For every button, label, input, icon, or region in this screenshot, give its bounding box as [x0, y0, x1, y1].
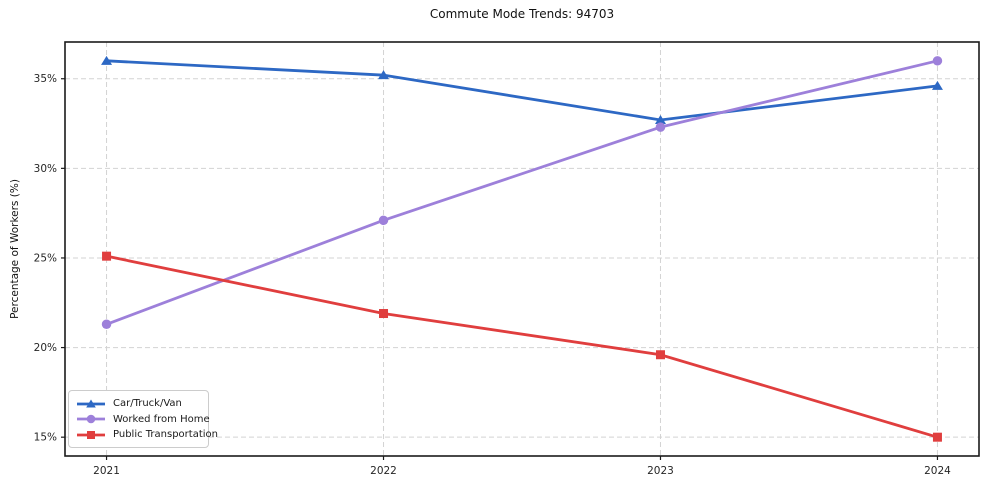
- legend-swatch-worked-from-home: [77, 414, 105, 424]
- legend-swatch-car-truck-van: [77, 399, 105, 407]
- legend-swatch-public-transportation: [77, 430, 105, 439]
- square-marker-icon: [87, 430, 95, 439]
- series-line: [105, 254, 939, 439]
- y-tick-label: 15%: [34, 432, 57, 444]
- data-point-marker: [931, 80, 943, 90]
- data-point-marker: [379, 309, 389, 319]
- data-point-marker: [102, 251, 112, 261]
- x-tick-label: 2024: [924, 465, 951, 477]
- data-point-marker: [932, 432, 942, 442]
- legend-item-car-truck-van: Car/Truck/Van: [76, 396, 202, 411]
- legend-label: Public Transportation: [113, 429, 218, 440]
- legend-label: Worked from Home: [113, 413, 210, 425]
- legend-item-worked-from-home: Worked from Home: [76, 412, 210, 427]
- chart-title: Commute Mode Trends: 94703: [429, 7, 615, 21]
- circle-marker-icon: [86, 414, 96, 424]
- triangle-marker-icon: [86, 399, 96, 407]
- series-line: [105, 59, 939, 122]
- data-point-marker: [654, 114, 666, 124]
- x-tick-label: 2021: [93, 465, 120, 477]
- y-tick-label: 20%: [34, 342, 57, 354]
- x-tick-label: 2023: [647, 465, 674, 477]
- data-point-marker: [378, 215, 389, 226]
- y-tick-label: 35%: [34, 73, 57, 85]
- data-point-marker: [101, 319, 112, 330]
- data-point-marker: [655, 350, 665, 360]
- legend: Car/Truck/Van Worked from Home Public Tr…: [68, 390, 218, 448]
- data-point-marker: [378, 70, 390, 80]
- data-point-marker: [655, 122, 666, 132]
- y-tick-label: 30%: [34, 163, 57, 175]
- x-tick-label: 2022: [370, 465, 397, 477]
- plot-frame: [64, 41, 980, 457]
- data-point-marker: [101, 55, 113, 65]
- series-line: [105, 59, 939, 326]
- legend-item-public-transportation: Public Transportation: [76, 427, 218, 442]
- data-point-marker: [932, 56, 943, 66]
- y-tick-label: 25%: [34, 252, 57, 264]
- legend-label: Car/Truck/Van: [113, 398, 182, 409]
